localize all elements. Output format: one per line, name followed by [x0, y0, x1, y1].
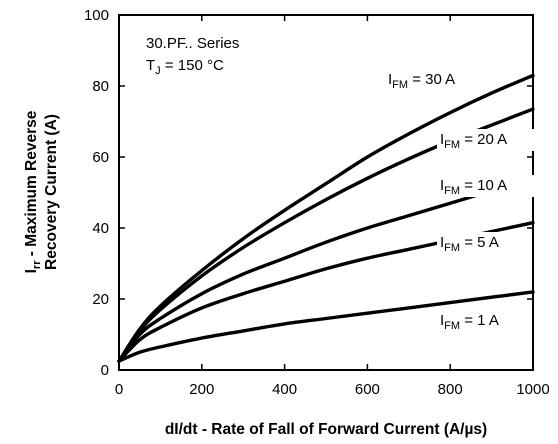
- x-tick-label-5: 1000: [516, 381, 549, 398]
- axis-ticks: 0 200 400 600 800 1000 0 20 40 60 80 100: [84, 7, 550, 398]
- series-labels: IFM = 30 A IFM = 20 A IFM = 10 A IFM = 5 A I…: [385, 69, 535, 332]
- x-tick-label-1: 200: [189, 381, 214, 398]
- x-axis-title: dI/dt - Rate of Fall of Forward Current …: [165, 421, 487, 438]
- y-tick-label-1: 20: [92, 291, 109, 308]
- x-tick-label-2: 400: [272, 381, 297, 398]
- y-tick-label-5: 100: [84, 7, 109, 24]
- x-tick-label-0: 0: [115, 381, 123, 398]
- y-tick-label-0: 0: [101, 362, 109, 379]
- y-tick-label-2: 40: [92, 220, 109, 237]
- series-label-3: IFM = 5 A: [440, 234, 499, 254]
- series-label-bg-2: [437, 175, 535, 197]
- series-label-2: IFM = 10 A: [440, 177, 507, 197]
- series-line-4: [117, 290, 535, 363]
- series-annotation: 30.PF.. Series: [146, 35, 239, 52]
- temperature-annotation: TJ = 150 °C: [146, 57, 224, 77]
- y-axis-title: Irr - Maximum Reverse Recovery Current (…: [23, 110, 60, 273]
- x-tick-label-3: 600: [355, 381, 380, 398]
- series-label-bg-3: [437, 232, 521, 254]
- series-line-0: [117, 73, 535, 363]
- y-axis-title-line1: Irr - Maximum Reverse: [23, 110, 43, 273]
- series-label-0: IFM = 30 A: [388, 71, 455, 91]
- series-label-4: IFM = 1 A: [440, 312, 499, 332]
- series-label-bg-0: [385, 69, 487, 91]
- series-label-bg-1: [437, 129, 535, 151]
- y-tick-label-3: 60: [92, 149, 109, 166]
- y-axis-title-line2: Recovery Current (A): [43, 114, 60, 270]
- x-tick-label-4: 800: [438, 381, 463, 398]
- y-tick-label-4: 80: [92, 78, 109, 95]
- series-label-1: IFM = 20 A: [440, 131, 507, 151]
- series-line-2: [117, 176, 535, 363]
- series-label-bg-4: [437, 310, 517, 332]
